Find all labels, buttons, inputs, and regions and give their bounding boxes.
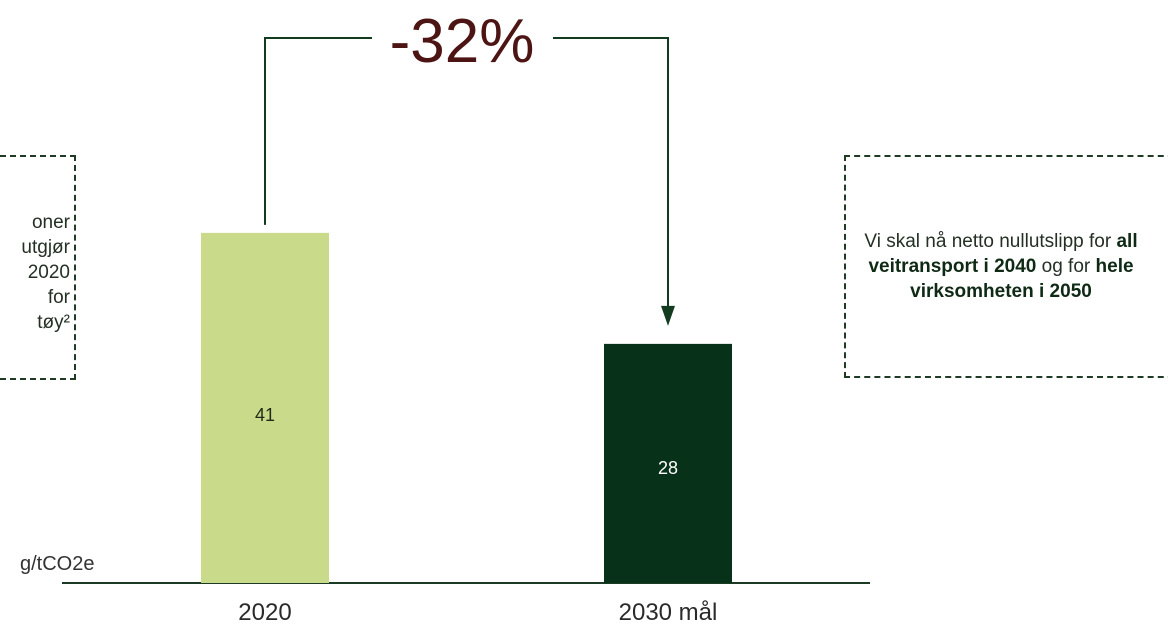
- left-note-line: 2020: [27, 262, 70, 283]
- right-note-text-2: og for: [1036, 256, 1096, 277]
- right-note-box: Vi skal nå netto nullutslipp for all vei…: [844, 155, 1168, 378]
- connector-right: [553, 37, 669, 308]
- left-note-line: oner: [31, 212, 70, 233]
- right-note-bold-2: hele virksomheten i 2050: [910, 256, 1134, 302]
- right-note-text-1: Vi skal nå netto nullutslipp for: [864, 231, 1117, 252]
- bar-value-label-1: 41: [255, 405, 275, 425]
- connector-left: [264, 37, 372, 225]
- left-note-box: oner utgjør 2020 for tøy²: [0, 155, 76, 380]
- bars-layer: 41 2020 28 2030 mål: [201, 232, 732, 626]
- bar-1: [201, 232, 329, 584]
- left-note-line: tøy²: [37, 312, 70, 333]
- connector-arrowhead: [661, 305, 675, 326]
- right-note-text: Vi skal nå netto nullutslipp for all vei…: [856, 229, 1146, 304]
- bar-value-label-2: 28: [658, 458, 678, 478]
- left-note-line: for: [47, 287, 70, 308]
- change-label: -32%: [390, 7, 535, 76]
- category-label-2: 2030 mål: [619, 599, 718, 626]
- y-axis-unit-label: g/tCO2e: [20, 553, 94, 575]
- change-connector: -32%: [264, 7, 675, 326]
- category-label-1: 2020: [238, 599, 291, 626]
- right-note-bold-1: all veitransport i 2040: [868, 231, 1138, 277]
- left-note-line: utgjør: [21, 237, 70, 258]
- bar-2: [604, 343, 732, 583]
